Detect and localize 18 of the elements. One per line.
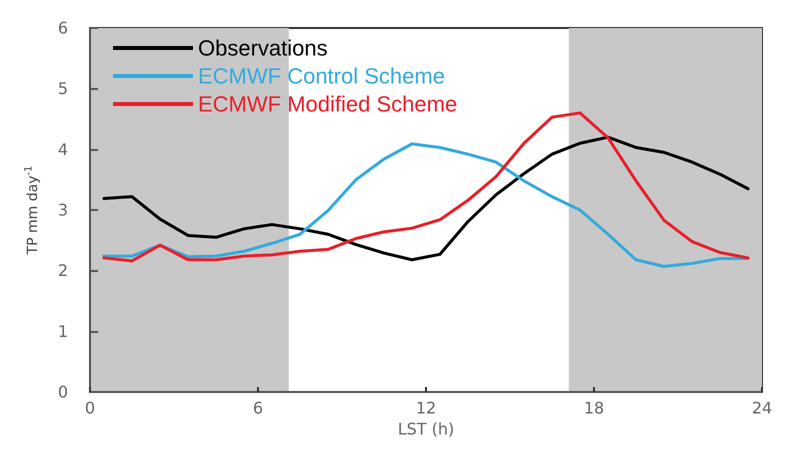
line-series	[102, 111, 750, 262]
y-tick-label: 3	[58, 200, 68, 220]
y-tick-label: 2	[58, 261, 68, 280]
x-tick-label: 24	[752, 398, 772, 418]
legend-label: ECMWF Control Scheme	[198, 64, 445, 88]
x-tick-label: 0	[84, 398, 96, 418]
y-tick-label: 4	[58, 140, 68, 159]
x-tick-label: 12	[416, 398, 436, 418]
legend-label: Observations	[198, 36, 328, 60]
legend-label: ECMWF Modified Scheme	[198, 92, 458, 116]
y-tick-label: 0	[58, 382, 68, 402]
x-tick-label: 6	[252, 398, 264, 418]
x-tick-label: 18	[584, 398, 604, 418]
y-tick-label: 5	[58, 79, 68, 98]
y-tick-label: 6	[58, 18, 68, 38]
x-axis-title: LST (h)	[398, 419, 454, 438]
y-tick-label: 1	[58, 322, 68, 341]
y-axis-title: TP mm day-1	[24, 166, 41, 256]
